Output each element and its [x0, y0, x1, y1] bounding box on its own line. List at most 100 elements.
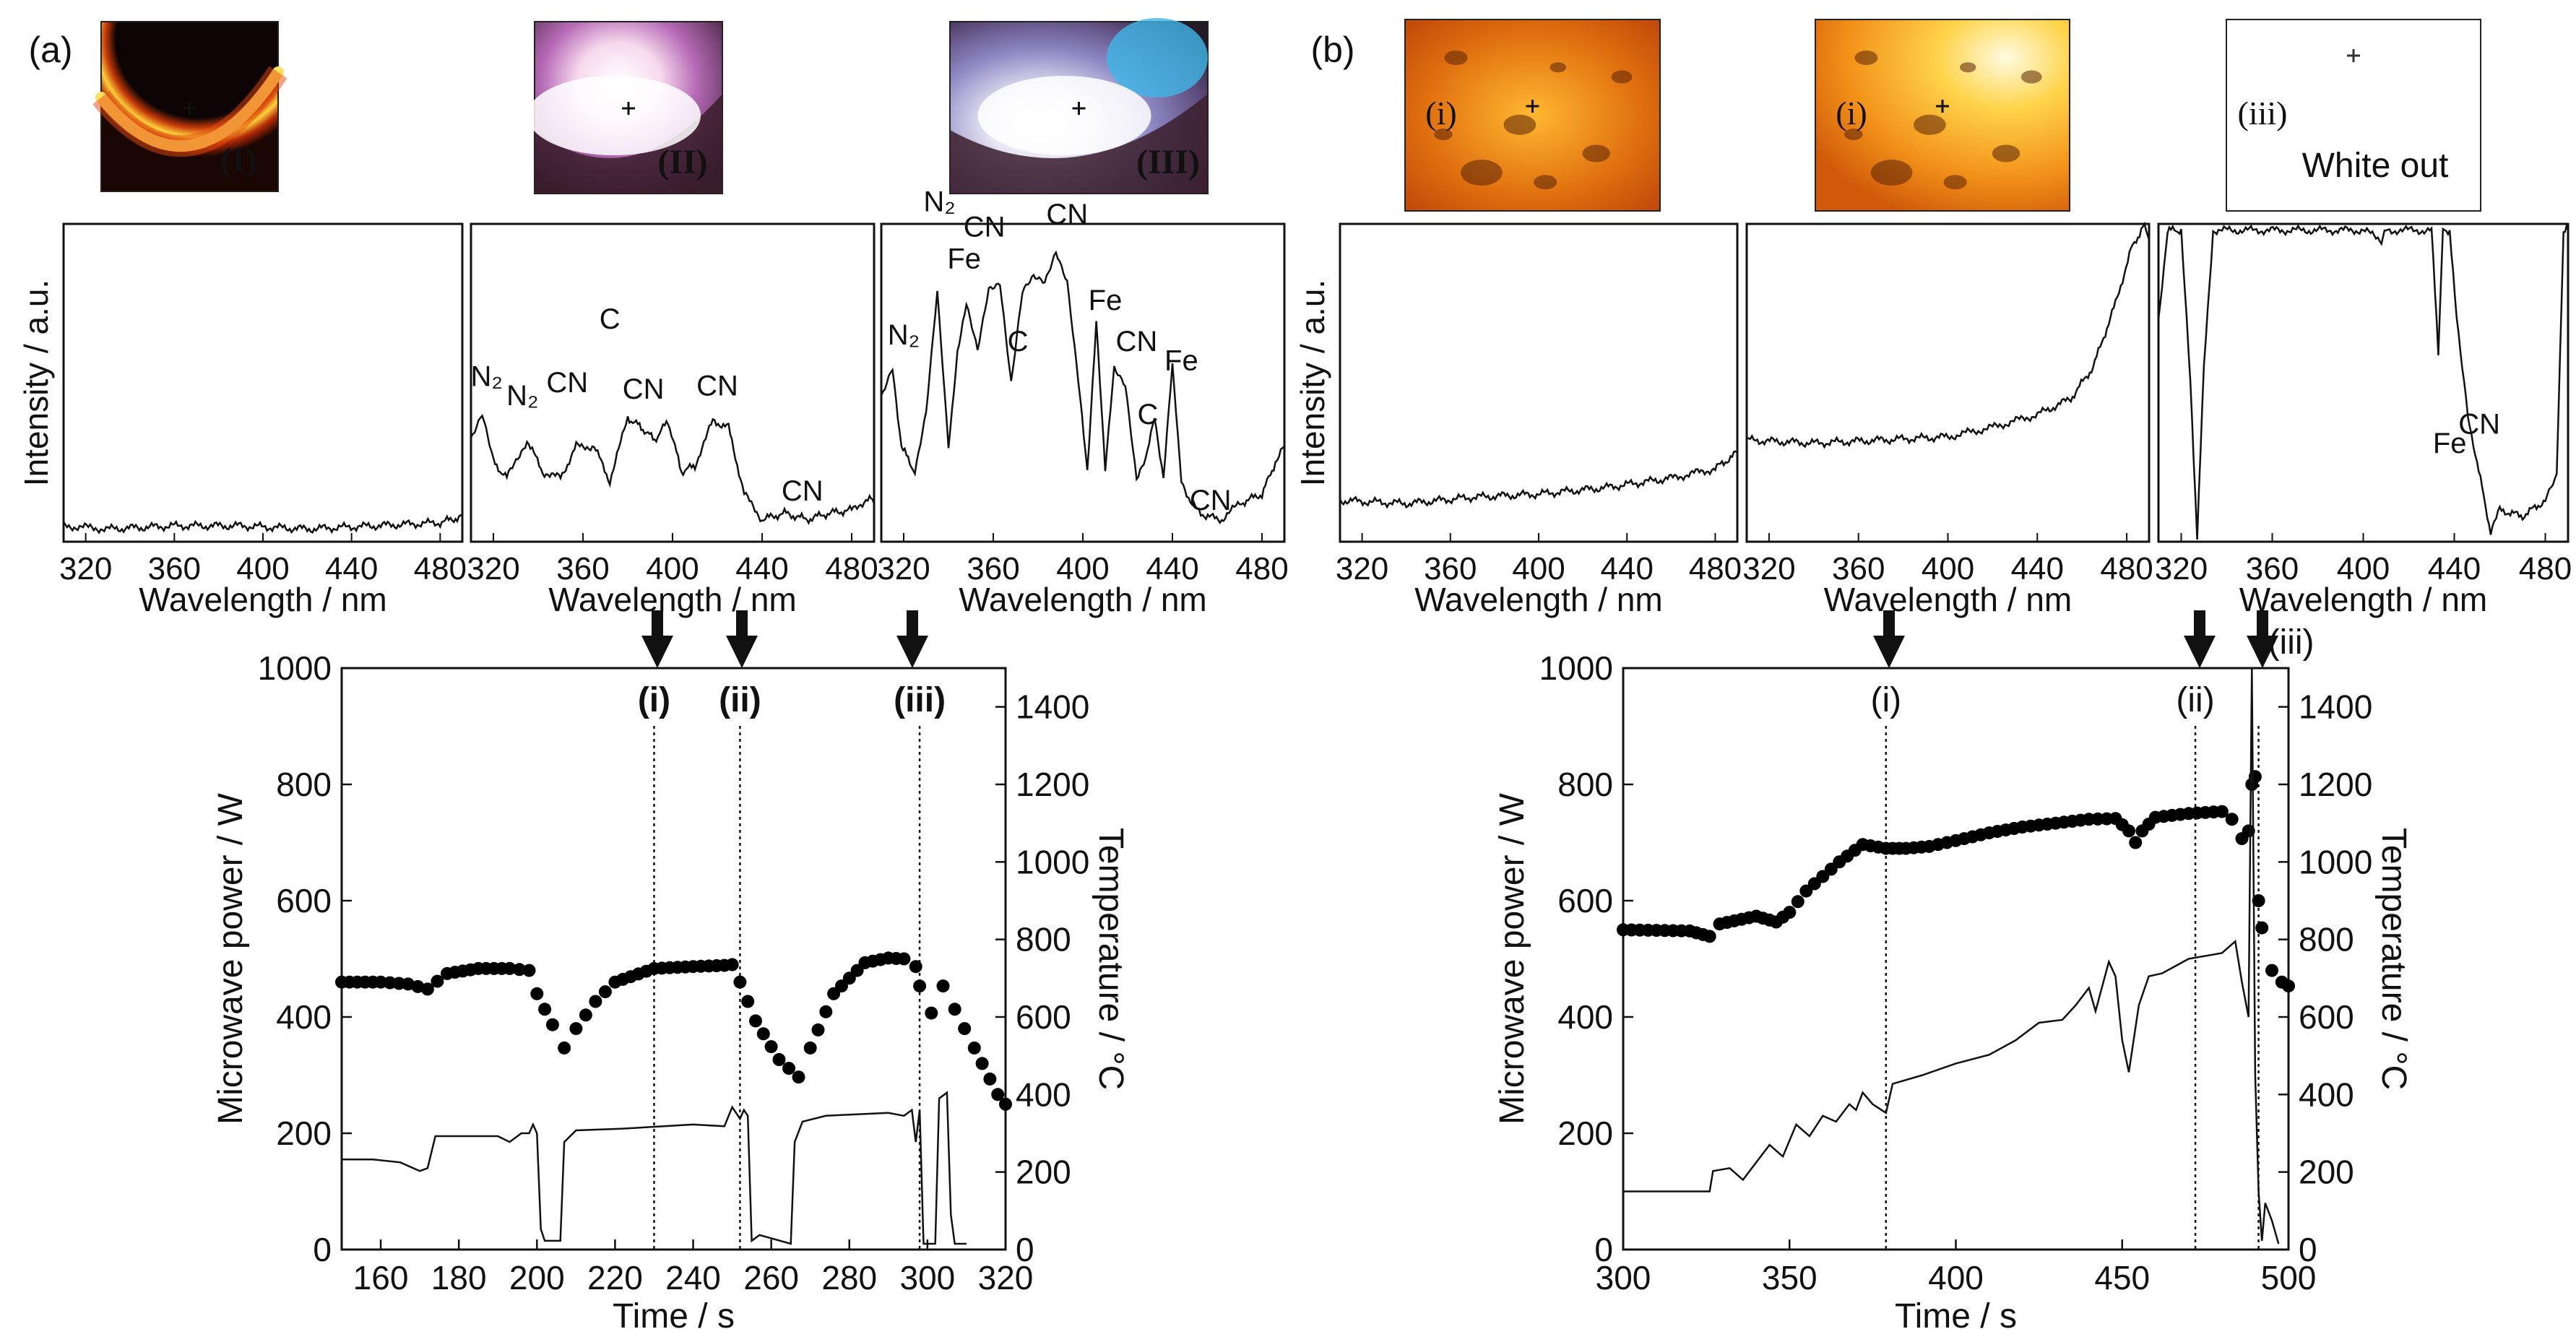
y-tick-label: 600 [276, 882, 332, 919]
data-point [1783, 906, 1797, 919]
data-point [967, 1041, 981, 1055]
spectrum-panel: 320 360 400 440 480 Wavelength / nm Intensity … [17, 222, 467, 618]
y-tick-label: 200 [1557, 1114, 1613, 1152]
photo-label: (II) [657, 143, 707, 181]
photo: (I) [92, 21, 288, 192]
x-axis-label: Time / s [613, 1297, 735, 1335]
x-tick-label: 160 [353, 1259, 409, 1296]
data-point [431, 974, 444, 988]
spectrum-line [470, 414, 876, 525]
y2-tick-label: 400 [1016, 1075, 1071, 1113]
tick-label: 400 [646, 551, 699, 586]
x-tick-label: 240 [665, 1259, 721, 1296]
down-arrow-icon [2184, 610, 2216, 668]
data-point [569, 1022, 583, 1036]
data-point [958, 1022, 972, 1036]
photo-spot [1550, 62, 1566, 73]
spectrum-line [880, 250, 1285, 524]
down-arrow-icon [2247, 610, 2278, 668]
data-point [782, 1062, 795, 1075]
spectrum-frame [2157, 222, 2569, 543]
photo-shadow [535, 94, 722, 194]
spectrum-panel: 320 360 400 440 480 Wavelength / nm Intensity … [1294, 222, 1742, 618]
data-point [411, 979, 425, 993]
tick-label: 440 [2011, 551, 2064, 586]
data-point [2129, 836, 2143, 849]
photo-glow [527, 76, 701, 155]
data-point [925, 1006, 938, 1020]
tick-label: 400 [236, 551, 289, 586]
y-tick-label: 400 [276, 998, 332, 1036]
peak-annotation: CN [782, 475, 824, 507]
y2-tick-label: 0 [2299, 1231, 2317, 1268]
data-point [756, 1027, 770, 1041]
photo-label: (III) [1136, 143, 1200, 181]
x-axis-label: Wavelength / nm [1824, 581, 2072, 618]
tick-label: 320 [1336, 551, 1388, 586]
down-arrow-icon [726, 610, 758, 668]
data-point [803, 1041, 817, 1055]
peak-annotation: C [1137, 399, 1158, 430]
data-point [2242, 824, 2255, 838]
tick-label: 400 [1056, 551, 1109, 586]
y2-tick-label: 1400 [1016, 688, 1089, 726]
peak-annotation: C [600, 303, 621, 335]
data-point [1703, 930, 1716, 943]
y2-axis-label: Temperature / °C [2374, 828, 2413, 1090]
marker-label: (ii) [719, 681, 761, 719]
peak-annotation: CN [546, 367, 588, 399]
x-axis-label: Wavelength / nm [2239, 581, 2487, 618]
y2-tick-label: 800 [2299, 921, 2354, 958]
x-tick-label: 180 [431, 1259, 487, 1296]
marker-label: (i) [638, 681, 670, 719]
y2-tick-label: 1200 [1016, 766, 1089, 803]
photo-caption: White out [2302, 147, 2449, 185]
data-point [558, 1041, 571, 1055]
y2-axis-label: Temperature / °C [1092, 828, 1130, 1090]
data-point [2282, 979, 2295, 993]
y2-tick-label: 200 [2299, 1153, 2354, 1191]
x-axis-label: Wavelength / nm [548, 581, 796, 618]
tick-label: 440 [1601, 551, 1654, 586]
x-tick-label: 300 [1596, 1259, 1651, 1296]
peak-annotation: CN [1046, 199, 1088, 230]
crosshair-icon [1526, 100, 1539, 113]
peak-annotation: Fe [2433, 428, 2467, 459]
photo-spot [1461, 160, 1503, 186]
tick-label: 480 [2519, 551, 2572, 586]
x-axis-label: Wavelength / nm [959, 581, 1206, 618]
photo-shadow [950, 94, 1208, 194]
tick-label: 480 [414, 551, 467, 586]
data-point [991, 1088, 1005, 1101]
data-point [811, 1023, 825, 1036]
panel-label: (a) [28, 30, 72, 70]
tick-label: 320 [877, 551, 930, 586]
y2-tick-label: 600 [2299, 998, 2354, 1036]
y2-tick-label: 200 [1016, 1153, 1071, 1191]
spectrum-line [1746, 221, 2151, 449]
y-axis-label: Microwave power / W [1493, 792, 1531, 1124]
marker-label: (i) [1870, 681, 1901, 719]
data-point [2215, 805, 2229, 818]
tick-label: 440 [735, 551, 788, 586]
photo: (III) [949, 18, 1209, 194]
down-arrow-icon [896, 610, 928, 668]
data-point [999, 1097, 1012, 1111]
photo-label: (I) [220, 141, 257, 179]
y-tick-label: 800 [276, 766, 332, 803]
data-point [749, 1014, 762, 1028]
crosshair-icon [1072, 102, 1086, 115]
y2-tick-label: 400 [2299, 1075, 2354, 1113]
y2-tick-label: 0 [1016, 1231, 1034, 1268]
data-point [897, 952, 911, 966]
photo-spot [1434, 129, 1453, 140]
y2-tick-label: 1000 [2299, 843, 2372, 880]
tick-label: 320 [59, 551, 112, 586]
tick-label: 360 [1832, 551, 1885, 586]
data-point [913, 979, 927, 993]
tick-label: 440 [325, 551, 378, 586]
photo-glow [92, 66, 288, 157]
time-chart: 300 350 400 450 5000200400600800100002004006… [1493, 623, 2413, 1335]
data-point [579, 1008, 592, 1022]
peak-annotation: CN [623, 373, 665, 405]
